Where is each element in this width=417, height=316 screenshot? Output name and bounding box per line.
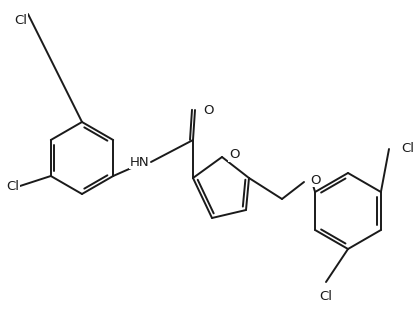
Text: O: O xyxy=(229,149,239,161)
Text: Cl: Cl xyxy=(6,179,19,192)
Text: O: O xyxy=(203,104,214,117)
Text: HN: HN xyxy=(129,155,149,168)
Text: Cl: Cl xyxy=(401,143,414,155)
Text: Cl: Cl xyxy=(319,290,332,303)
Text: Cl: Cl xyxy=(14,14,27,27)
Text: O: O xyxy=(310,173,321,186)
